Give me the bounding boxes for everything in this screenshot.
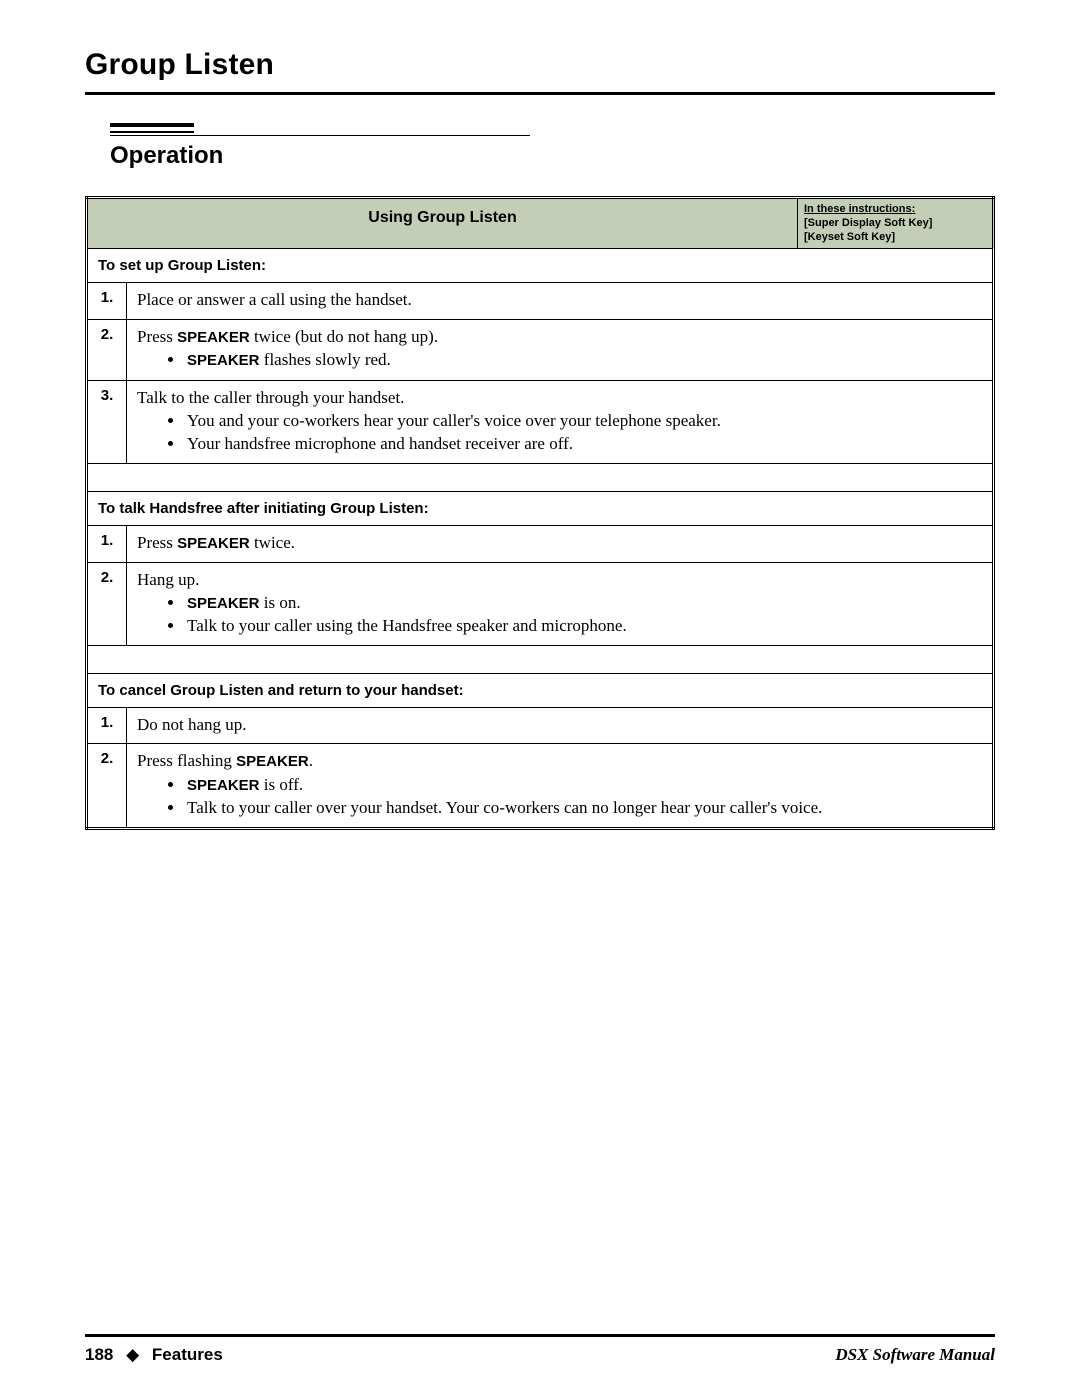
step-bullet: Your handsfree microphone and handset re… xyxy=(185,433,982,454)
step-body: Talk to the caller through your handset.… xyxy=(127,381,994,464)
step-body: Press SPEAKER twice. xyxy=(127,525,994,562)
section-title: Operation xyxy=(110,142,995,170)
step-bullet: SPEAKER is on. xyxy=(185,592,982,614)
step-text: Press flashing SPEAKER. xyxy=(137,750,982,772)
table-row: 2.Press flashing SPEAKER.SPEAKER is off.… xyxy=(87,744,994,829)
table-subheading-row: To set up Group Listen: xyxy=(87,249,994,283)
page-content: Group Listen Operation Using Group Liste… xyxy=(85,48,995,1348)
section-underline xyxy=(110,135,530,136)
step-text: Talk to the caller through your handset. xyxy=(137,387,982,408)
step-number: 2. xyxy=(87,319,127,381)
step-bullets: You and your co-workers hear your caller… xyxy=(137,410,982,454)
table-subheading: To talk Handsfree after initiating Group… xyxy=(87,491,994,525)
footer-left: 188 ◆ Features xyxy=(85,1345,223,1365)
step-text: Press SPEAKER twice (but do not hang up)… xyxy=(137,326,982,348)
step-bullets: SPEAKER is on.Talk to your caller using … xyxy=(137,592,982,636)
footer-section-label: Features xyxy=(152,1345,223,1364)
page-footer: 188 ◆ Features DSX Software Manual xyxy=(85,1334,995,1365)
footer-rule xyxy=(85,1334,995,1337)
step-text: Do not hang up. xyxy=(137,714,982,735)
step-bullet: Talk to your caller using the Handsfree … xyxy=(185,615,982,636)
table-header-row: Using Group Listen In these instructions… xyxy=(87,198,994,249)
table-gap-cell xyxy=(87,463,994,491)
table-row: 1. Press SPEAKER twice. xyxy=(87,525,994,562)
section-ornament xyxy=(110,123,194,133)
title-rule xyxy=(85,92,995,95)
step-text: Place or answer a call using the handset… xyxy=(137,289,982,310)
step-bullets: SPEAKER flashes slowly red. xyxy=(137,349,982,371)
legend-line-2: [Super Display Soft Key] xyxy=(804,217,986,231)
step-body: Press flashing SPEAKER.SPEAKER is off.Ta… xyxy=(127,744,994,829)
table-gap-row xyxy=(87,645,994,673)
table-row: 2. Press SPEAKER twice (but do not hang u… xyxy=(87,319,994,381)
step-bullet: You and your co-workers hear your caller… xyxy=(185,410,982,431)
step-body: Hang up.SPEAKER is on.Talk to your calle… xyxy=(127,562,994,645)
section-heading-block: Operation xyxy=(110,123,995,170)
step-body: Do not hang up. xyxy=(127,707,994,743)
step-bullet: Talk to your caller over your handset. Y… xyxy=(185,797,982,818)
table-row: 3.Talk to the caller through your handse… xyxy=(87,381,994,464)
procedure-table-wrap: Using Group Listen In these instructions… xyxy=(85,196,995,830)
diamond-icon: ◆ xyxy=(118,1345,147,1364)
step-number: 2. xyxy=(87,562,127,645)
table-gap-row xyxy=(87,463,994,491)
step-text: Hang up. xyxy=(137,569,982,590)
step-number: 1. xyxy=(87,525,127,562)
step-number: 2. xyxy=(87,744,127,829)
table-subheading: To set up Group Listen: xyxy=(87,249,994,283)
step-bullets: SPEAKER is off.Talk to your caller over … xyxy=(137,774,982,818)
step-body: Press SPEAKER twice (but do not hang up)… xyxy=(127,319,994,381)
step-number: 1. xyxy=(87,707,127,743)
table-row: 1. Do not hang up. xyxy=(87,707,994,743)
legend-line-1: In these instructions: xyxy=(804,203,986,217)
legend-line-3: [Keyset Soft Key] xyxy=(804,231,986,245)
step-number: 1. xyxy=(87,283,127,319)
table-subheading-row: To cancel Group Listen and return to you… xyxy=(87,673,994,707)
step-bullet: SPEAKER is off. xyxy=(185,774,982,796)
page-title: Group Listen xyxy=(85,48,995,92)
table-gap-cell xyxy=(87,645,994,673)
step-text: Press SPEAKER twice. xyxy=(137,532,982,554)
step-bullet: SPEAKER flashes slowly red. xyxy=(185,349,982,371)
table-subheading: To cancel Group Listen and return to you… xyxy=(87,673,994,707)
procedure-table: Using Group Listen In these instructions… xyxy=(85,196,995,830)
step-number: 3. xyxy=(87,381,127,464)
step-body: Place or answer a call using the handset… xyxy=(127,283,994,319)
table-row: 2.Hang up.SPEAKER is on.Talk to your cal… xyxy=(87,562,994,645)
table-legend: In these instructions: [Super Display So… xyxy=(797,199,992,248)
footer-manual-title: DSX Software Manual xyxy=(835,1345,995,1365)
table-title: Using Group Listen xyxy=(88,199,797,248)
page-number: 188 xyxy=(85,1345,113,1364)
table-subheading-row: To talk Handsfree after initiating Group… xyxy=(87,491,994,525)
table-row: 1. Place or answer a call using the hands… xyxy=(87,283,994,319)
